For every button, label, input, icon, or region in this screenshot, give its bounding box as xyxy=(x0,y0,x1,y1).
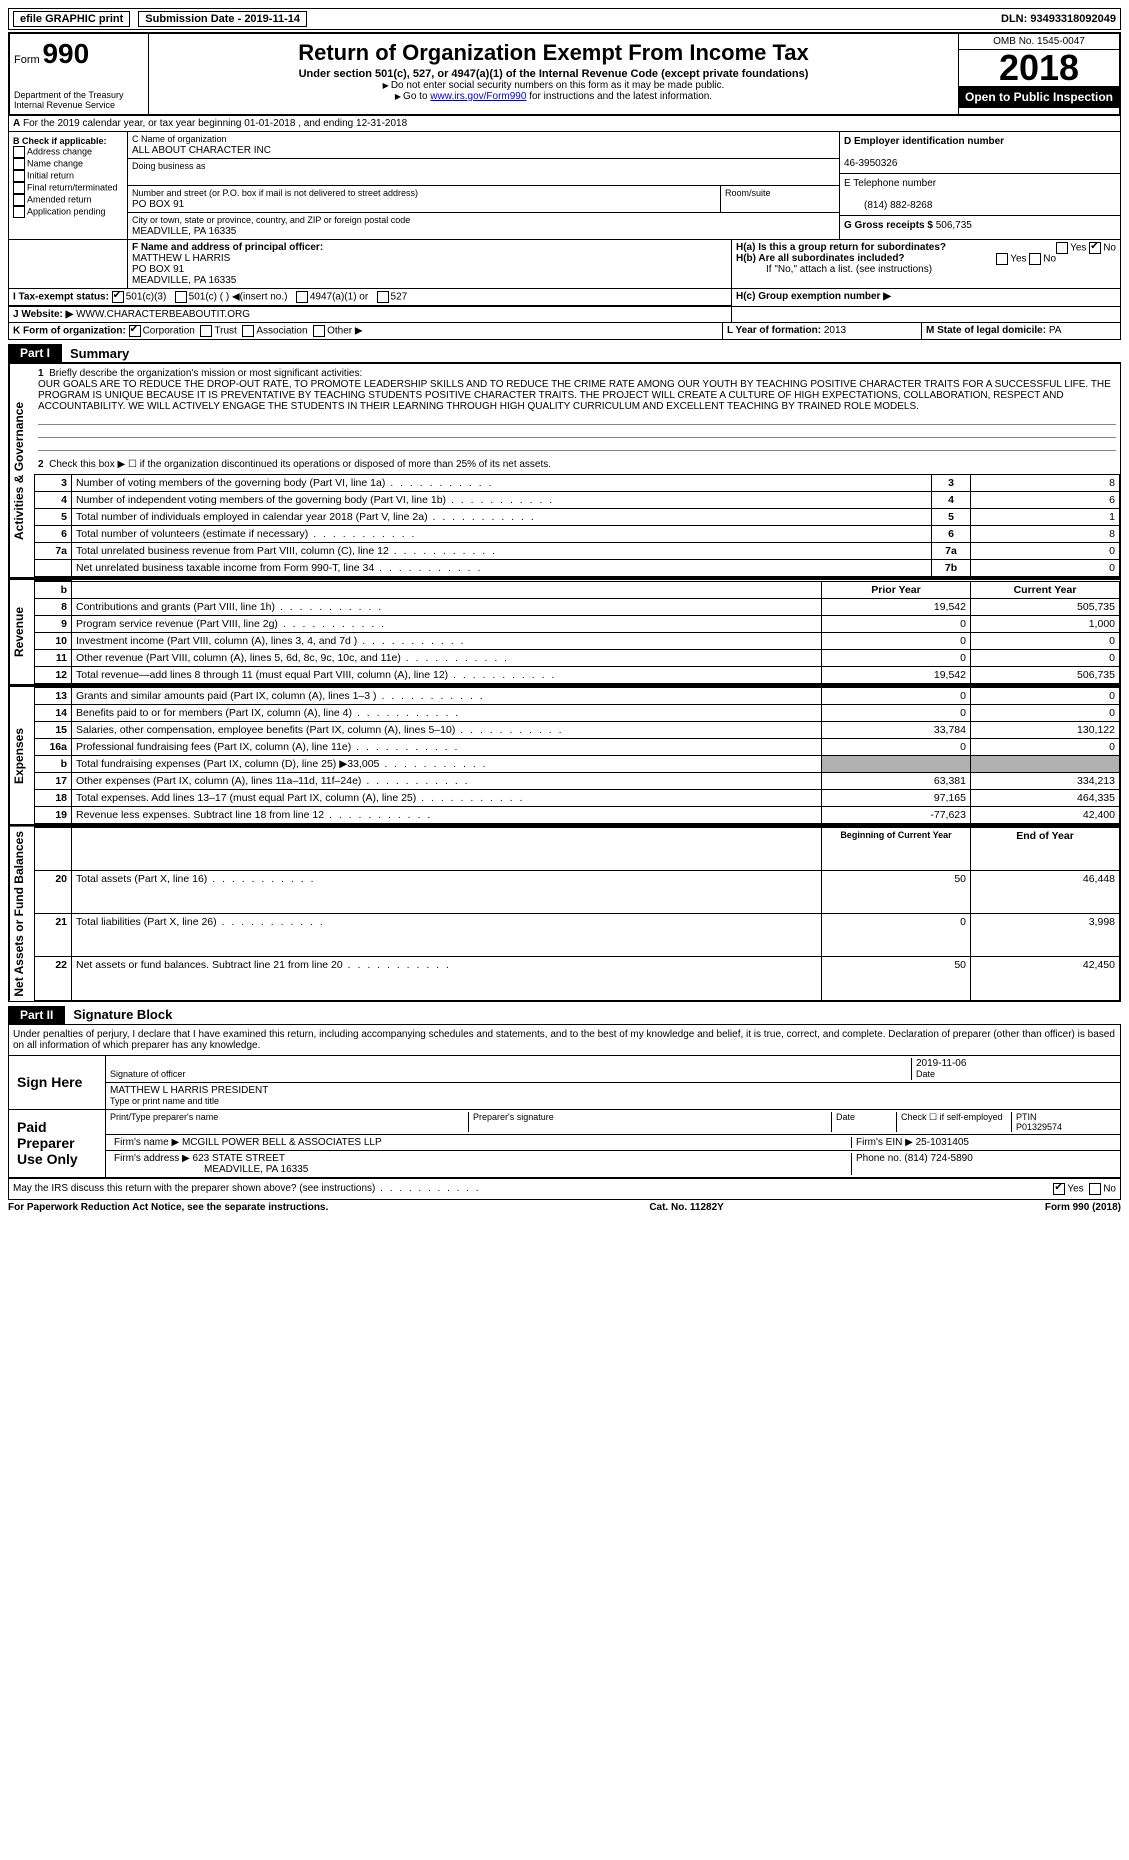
firm-name: MCGILL POWER BELL & ASSOCIATES LLP xyxy=(182,1137,382,1148)
expenses-table: 13Grants and similar amounts paid (Part … xyxy=(34,687,1120,824)
section-b: B Check if applicable: Address change Na… xyxy=(9,132,128,239)
open-to-public: Open to Public Inspection xyxy=(959,86,1119,108)
officer-name: MATTHEW L HARRIS xyxy=(132,253,230,264)
goto-suffix: for instructions and the latest informat… xyxy=(529,91,712,102)
org-city: MEADVILLE, PA 16335 xyxy=(132,226,236,237)
org-name: ALL ABOUT CHARACTER INC xyxy=(132,145,271,156)
submission-date: Submission Date - 2019-11-14 xyxy=(138,11,307,27)
section-d-e-g: D Employer identification number 46-3950… xyxy=(839,132,1120,239)
ein: 46-3950326 xyxy=(844,158,897,169)
officer-name-title: MATTHEW L HARRIS PRESIDENT xyxy=(110,1085,268,1096)
activities-governance: Activities & Governance 1 Briefly descri… xyxy=(8,362,1121,578)
section-f-h: F Name and address of principal officer:… xyxy=(8,240,1121,289)
form-subtitle: Under section 501(c), 527, or 4947(a)(1)… xyxy=(153,68,954,80)
efile-print-button[interactable]: efile GRAPHIC print xyxy=(13,11,130,27)
vert-label-na: Net Assets or Fund Balances xyxy=(9,827,34,1001)
revenue-table: bPrior YearCurrent Year8Contributions an… xyxy=(34,580,1120,684)
revenue-section: Revenue bPrior YearCurrent Year8Contribu… xyxy=(8,578,1121,685)
form-header: Form 990 Department of the Treasury Inte… xyxy=(8,32,1121,116)
section-k-l-m: K Form of organization: Corporation Trus… xyxy=(8,323,1121,340)
vert-label-rev: Revenue xyxy=(9,580,34,684)
perjury-declaration: Under penalties of perjury, I declare th… xyxy=(9,1025,1120,1056)
vert-label-ag: Activities & Governance xyxy=(9,364,34,577)
phone: (814) 882-8268 xyxy=(844,200,932,211)
tax-year: 2018 xyxy=(959,50,1119,86)
paperwork-notice: For Paperwork Reduction Act Notice, see … xyxy=(8,1202,328,1213)
ag-table: 3Number of voting members of the governi… xyxy=(34,474,1120,577)
identity-grid: B Check if applicable: Address change Na… xyxy=(8,132,1121,240)
form-ref: Form 990 (2018) xyxy=(1045,1202,1121,1213)
dln: DLN: 93493318092049 xyxy=(1001,13,1116,25)
irs-link[interactable]: www.irs.gov/Form990 xyxy=(430,91,526,102)
expenses-section: Expenses 13Grants and similar amounts pa… xyxy=(8,685,1121,825)
website[interactable]: WWW.CHARACTERBEABOUTIT.ORG xyxy=(76,309,250,320)
org-address: PO BOX 91 xyxy=(132,199,184,210)
net-assets-table: Beginning of Current YearEnd of Year20To… xyxy=(34,827,1120,1001)
gross-receipts: 506,735 xyxy=(936,220,972,231)
mission-text: OUR GOALS ARE TO REDUCE THE DROP-OUT RAT… xyxy=(38,379,1111,412)
form-prefix: Form xyxy=(14,54,40,66)
net-assets-section: Net Assets or Fund Balances Beginning of… xyxy=(8,825,1121,1002)
vert-label-exp: Expenses xyxy=(9,687,34,824)
signature-block: Under penalties of perjury, I declare th… xyxy=(8,1024,1121,1200)
ssn-note: Do not enter social security numbers on … xyxy=(153,80,954,91)
section-c: C Name of organization ALL ABOUT CHARACT… xyxy=(128,132,839,239)
part-2-header: Part II Signature Block xyxy=(8,1006,1121,1024)
sign-here-label: Sign Here xyxy=(9,1056,106,1109)
form-title: Return of Organization Exempt From Incom… xyxy=(153,40,954,66)
page-footer: For Paperwork Reduction Act Notice, see … xyxy=(8,1200,1121,1213)
paid-preparer-label: Paid Preparer Use Only xyxy=(9,1110,106,1177)
goto-prefix: Go to xyxy=(395,91,430,102)
part-1-header: Part I Summary xyxy=(8,344,1121,362)
section-i-j: I Tax-exempt status: 501(c)(3) 501(c) ( … xyxy=(8,289,1121,307)
top-bar: efile GRAPHIC print Submission Date - 20… xyxy=(8,8,1121,30)
cat-no: Cat. No. 11282Y xyxy=(649,1202,723,1213)
dept-treasury: Department of the Treasury Internal Reve… xyxy=(14,90,144,110)
form-number: 990 xyxy=(42,38,89,69)
section-a: A For the 2019 calendar year, or tax yea… xyxy=(8,116,1121,132)
